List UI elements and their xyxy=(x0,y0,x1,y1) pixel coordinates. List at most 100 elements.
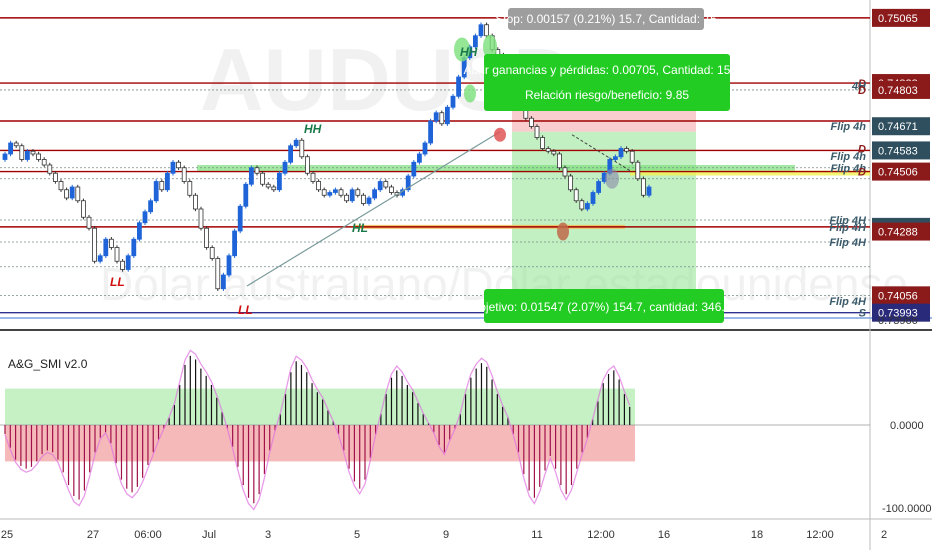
x-tick-label: 27 xyxy=(87,529,99,541)
candle-body xyxy=(13,142,19,147)
x-tick-label: 25 xyxy=(1,529,13,541)
stop-label-box xyxy=(508,8,704,30)
candle-body xyxy=(540,137,545,149)
price-tag-box xyxy=(872,117,930,136)
candle-body xyxy=(641,178,646,196)
candle-body xyxy=(86,216,92,229)
candle-body xyxy=(377,181,383,191)
candle-body xyxy=(585,203,590,210)
candle-body xyxy=(192,194,198,210)
indicator-signal-line xyxy=(4,349,631,511)
candle-body xyxy=(534,126,540,138)
candle-body xyxy=(265,183,271,188)
price-tag: 0.73966 xyxy=(878,315,918,327)
candle-body xyxy=(164,172,170,191)
pnl-label-box xyxy=(484,54,730,111)
candle-body xyxy=(590,192,596,204)
candle-body xyxy=(271,186,277,191)
candle-body xyxy=(321,189,327,196)
indicator-bottom-label: -100.0000 xyxy=(882,503,932,515)
pivot-marker xyxy=(494,127,506,142)
x-tick-label: 16 xyxy=(658,529,670,541)
candle-body xyxy=(624,148,629,152)
pnl-label-line1: Abrir ganancias y pérdidas: 0.00705, Can… xyxy=(464,63,751,77)
candle-body xyxy=(646,186,652,196)
candle-body xyxy=(635,161,641,180)
x-tick-label: 2 xyxy=(881,529,887,541)
candle-body xyxy=(372,189,378,199)
candle-body xyxy=(456,76,462,97)
swing-label: HH xyxy=(304,122,322,136)
candle-body xyxy=(366,197,372,204)
candle-body xyxy=(41,159,47,166)
candle-body xyxy=(64,189,69,199)
pnl-label-line2: Relación riesgo/beneficio: 9.85 xyxy=(525,88,689,102)
swing-label: HL xyxy=(352,221,368,235)
candle-body xyxy=(75,186,81,202)
candle-body xyxy=(484,24,490,37)
candle-body xyxy=(232,230,238,257)
candle-body xyxy=(181,167,187,182)
candle-body xyxy=(92,227,97,262)
price-tag: 0.74803 xyxy=(878,85,918,97)
candle-body xyxy=(388,186,394,193)
candle-body xyxy=(573,189,579,202)
candle-body xyxy=(81,200,86,218)
price-tag-box xyxy=(872,222,930,241)
candle-body xyxy=(109,238,114,248)
candle-body xyxy=(237,205,243,232)
candle-body xyxy=(254,167,260,174)
x-tick-label: 06:00 xyxy=(134,529,162,541)
candle-body xyxy=(405,175,411,191)
candle-body xyxy=(557,153,562,169)
candle-body xyxy=(131,238,137,257)
swing-label: LL xyxy=(110,275,125,289)
candle-body xyxy=(209,247,215,259)
candle-body xyxy=(36,153,41,160)
level-marker: Flip 4H xyxy=(829,237,867,249)
candle-body xyxy=(444,106,450,125)
candle-body xyxy=(416,153,422,163)
x-tick-label: Jul xyxy=(202,529,216,541)
candle-body xyxy=(450,95,456,108)
price-tag: 0.74583 xyxy=(878,145,918,157)
indicator-zero-label: 0.0000 xyxy=(890,420,924,432)
candle-body xyxy=(360,194,366,204)
target-label-box xyxy=(484,289,724,323)
candle-body xyxy=(24,150,30,160)
price-tag: 0.75065 xyxy=(878,13,918,25)
candle-body xyxy=(120,260,125,270)
level-marker: D xyxy=(858,144,866,156)
candle-body xyxy=(69,186,75,199)
pivot-marker xyxy=(605,168,619,189)
candle-body xyxy=(58,181,64,191)
candle-body xyxy=(204,227,210,248)
price-tag-box xyxy=(872,8,930,27)
candle-body xyxy=(299,139,305,158)
candle-body xyxy=(529,117,534,127)
candle-body xyxy=(304,156,310,174)
candle-body xyxy=(349,189,355,202)
candle-body xyxy=(433,112,439,122)
candle-body xyxy=(187,181,193,196)
x-tick-label: 12:00 xyxy=(806,529,834,541)
candle-body xyxy=(19,145,25,160)
candle-body xyxy=(148,200,154,213)
x-tick-label: 12:00 xyxy=(587,529,615,541)
candle-body xyxy=(478,24,484,37)
candle-body xyxy=(97,255,103,262)
level-marker: S xyxy=(859,308,867,320)
candle-body xyxy=(562,167,568,177)
candle-body xyxy=(613,156,618,160)
candle-body xyxy=(327,192,333,196)
level-marker: Flip 4H xyxy=(829,222,867,234)
candle-body xyxy=(30,150,36,155)
candle-body xyxy=(276,172,282,191)
candle-body xyxy=(293,139,299,147)
pivot-marker xyxy=(557,222,569,241)
candle-body xyxy=(332,189,338,193)
candle-body xyxy=(551,150,557,155)
pivot-marker xyxy=(483,34,497,59)
indicator-name: A&G_SMI v2.0 xyxy=(8,357,88,371)
